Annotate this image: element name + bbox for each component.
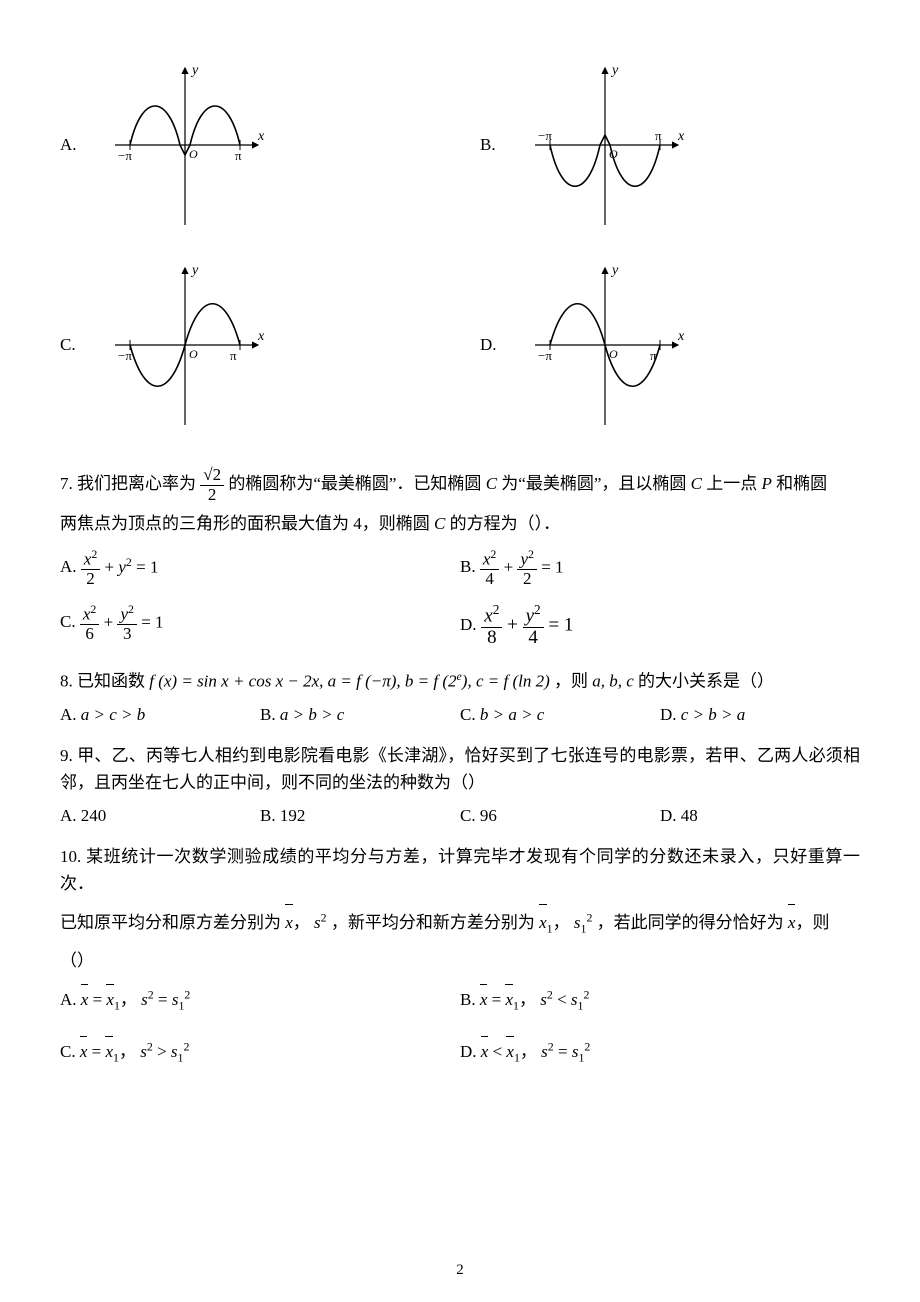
svg-text:y: y [610, 63, 619, 78]
q9-opt-a: A. 240 [60, 802, 260, 829]
q7-opt-a: A. x22 + y2 = 1 [60, 548, 460, 589]
figure-a: A. y x −π π O [60, 60, 440, 230]
q8-opt-b: B. a > b > c [260, 701, 460, 728]
q7-frac: √2 2 [200, 466, 224, 504]
q8-options: A. a > c > b B. a > b > c C. b > a > c D… [60, 701, 860, 728]
figure-d-svg: y x −π π O [520, 260, 690, 430]
q9-opt-d: D. 48 [660, 802, 860, 829]
q7-opt-d: D. x28 + y24 = 1 [460, 603, 860, 649]
q10-opt-d: D. x < x1， s2 = s12 [460, 1036, 860, 1067]
q10-line1: 10. 某班统计一次数学测验成绩的平均分与方差，计算完毕才发现有个同学的分数还未… [60, 843, 860, 897]
q10-opt-a: A. x = x1， s2 = s12 [60, 984, 460, 1015]
q7-opt-c: C. x26 + y23 = 1 [60, 603, 460, 649]
q10-line2: 已知原平均分和原方差分别为 x， s2 ，新平均分和新方差分别为 x1， s12… [60, 904, 860, 941]
q8-opt-d: D. c > b > a [660, 701, 860, 728]
origin-label: O [189, 147, 198, 161]
q8-opt-c: C. b > a > c [460, 701, 660, 728]
page-number: 2 [0, 1258, 920, 1282]
figure-label-c: C. [60, 331, 90, 358]
q8-text: 8. 已知函数 f (x) = sin x + cos x − 2x, a = … [60, 667, 860, 695]
q7-t2: 的椭圆称为“最美椭圆”．已知椭圆 [228, 474, 485, 493]
page: A. y x −π π O B. [0, 0, 920, 1302]
svg-text:π: π [655, 128, 662, 143]
figure-label-b: B. [480, 131, 510, 158]
q7-line1: 7. 我们把离心率为 √2 2 的椭圆称为“最美椭圆”．已知椭圆 C 为“最美椭… [60, 466, 860, 504]
q8-opt-a: A. a > c > b [60, 701, 260, 728]
figure-a-svg: y x −π π O [100, 60, 270, 230]
figure-b: B. y x −π π O [480, 60, 860, 230]
figure-c: C. y x −π π O [60, 260, 440, 430]
svg-text:π: π [230, 348, 237, 363]
q10-paren: （） [60, 947, 860, 974]
axis-y-label: y [190, 63, 199, 78]
q9-options: A. 240 B. 192 C. 96 D. 48 [60, 802, 860, 829]
q7-options: A. x22 + y2 = 1 B. x24 + y22 = 1 C. x26 … [60, 548, 860, 649]
q10-opt-b: B. x = x1， s2 < s12 [460, 984, 860, 1015]
figure-d: D. y x −π π O [480, 260, 860, 430]
svg-text:x: x [257, 329, 265, 344]
q7-t1: 7. 我们把离心率为 [60, 474, 196, 493]
pi-label: π [235, 148, 242, 163]
q9-opt-b: B. 192 [260, 802, 460, 829]
svg-text:x: x [677, 329, 685, 344]
q7-line2: 两焦点为顶点的三角形的面积最大值为 4，则椭圆 C 的方程为（）． [60, 510, 860, 537]
svg-text:−π: −π [538, 348, 552, 363]
q10-opt-c: C. x = x1， s2 > s12 [60, 1036, 460, 1067]
neg-pi-label: −π [118, 148, 132, 163]
q9-text: 9. 甲、乙、丙等七人相约到电影院看电影《长津湖》，恰好买到了七张连号的电影票，… [60, 742, 860, 796]
figure-row-2: C. y x −π π O D. y [60, 260, 860, 430]
svg-text:y: y [190, 263, 199, 278]
figure-label-a: A. [60, 131, 90, 158]
svg-text:O: O [609, 347, 618, 361]
svg-text:−π: −π [118, 348, 132, 363]
figure-c-svg: y x −π π O [100, 260, 270, 430]
q7-opt-b: B. x24 + y22 = 1 [460, 548, 860, 589]
svg-text:x: x [677, 129, 685, 144]
q10-options: A. x = x1， s2 = s12 B. x = x1， s2 < s12 … [60, 984, 860, 1067]
svg-text:O: O [189, 347, 198, 361]
axis-x-label: x [257, 129, 265, 144]
svg-text:y: y [610, 263, 619, 278]
q9-opt-c: C. 96 [460, 802, 660, 829]
svg-text:π: π [650, 348, 657, 363]
figure-row-1: A. y x −π π O B. [60, 60, 860, 230]
figure-label-d: D. [480, 331, 510, 358]
figure-b-svg: y x −π π O [520, 60, 690, 230]
